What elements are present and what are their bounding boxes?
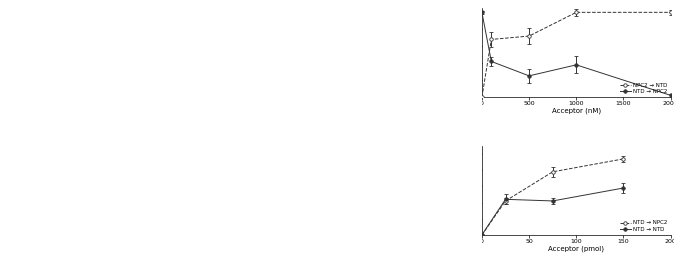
Y-axis label: [3H]-cholesterol transferred (%): [3H]-cholesterol transferred (%): [464, 140, 468, 241]
X-axis label: Acceptor (pmol): Acceptor (pmol): [548, 245, 605, 252]
Y-axis label: FRET from DHE transferred (%): FRET from DHE transferred (%): [460, 4, 465, 101]
Legend: NPC2 → NTD, NTD → NPC2: NPC2 → NTD, NTD → NPC2: [619, 83, 668, 94]
Legend: NTD → NPC2, NTD → NTD: NTD → NPC2, NTD → NTD: [619, 221, 668, 232]
X-axis label: Acceptor (nM): Acceptor (nM): [552, 108, 601, 114]
